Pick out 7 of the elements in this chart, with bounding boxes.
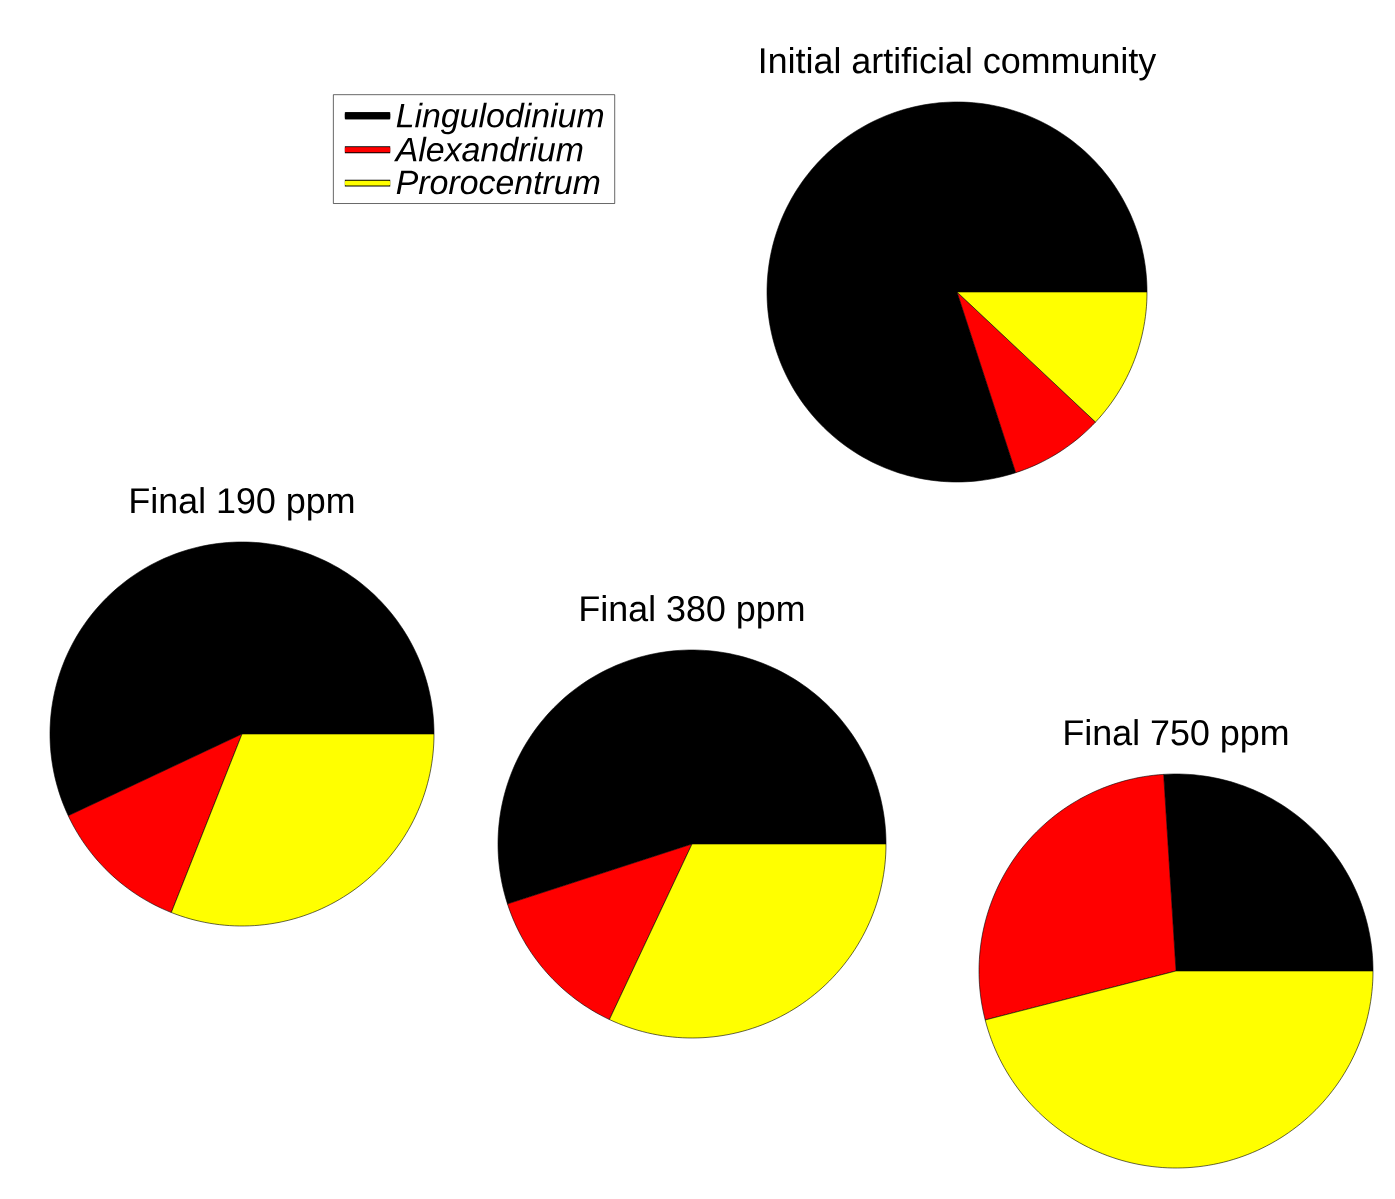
legend-label: Lingulodinium bbox=[396, 102, 604, 135]
legend-label: Alexandrium bbox=[394, 136, 583, 162]
chart-title: Final 380 ppm bbox=[581, 595, 804, 629]
chart-title: Final 750 ppm bbox=[1065, 719, 1288, 753]
chart-title: Initial artificial community bbox=[761, 47, 1157, 81]
chart-title: Final 190 ppm bbox=[131, 487, 354, 521]
legend-label: Prorocentrum bbox=[396, 170, 600, 195]
